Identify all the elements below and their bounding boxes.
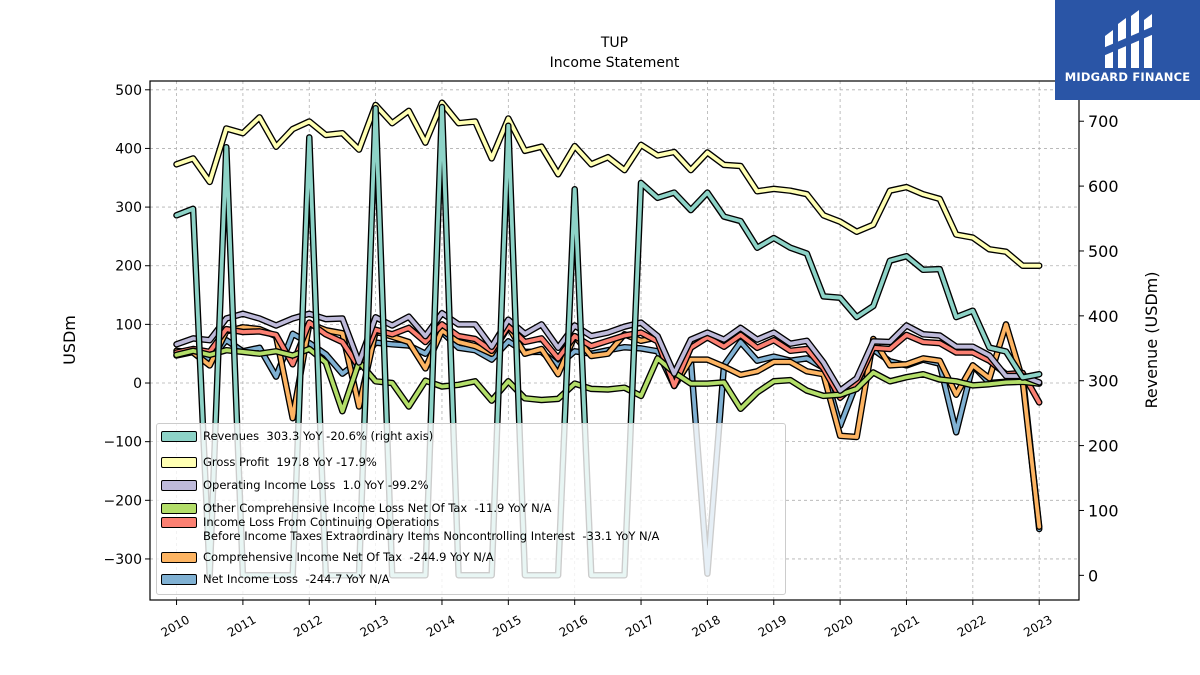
y2-tick-label: 100 xyxy=(1088,501,1119,520)
y2-tick-label: 400 xyxy=(1088,307,1119,326)
legend-label: Operating Income Loss 1.0 YoY -99.2% xyxy=(203,478,429,492)
y2-tick-label: 700 xyxy=(1088,112,1119,131)
y2-tick-label: 500 xyxy=(1088,242,1119,261)
legend-label: Revenues 303.3 YoY -20.6% (right axis) xyxy=(203,429,434,443)
legend-swatch xyxy=(161,457,197,468)
x-tick-label: 2021 xyxy=(889,612,922,639)
brand-name: MIDGARD FINANCE xyxy=(1064,70,1191,84)
x-tick-label: 2019 xyxy=(756,612,789,639)
x-tick-label: 2016 xyxy=(557,612,590,639)
y2-tick-label: 600 xyxy=(1088,177,1119,196)
legend-item: Operating Income Loss 1.0 YoY -99.2% xyxy=(161,478,429,492)
chart-title: TUP xyxy=(600,35,628,51)
x-tick-label: 2017 xyxy=(623,612,656,639)
brand-logo: MIDGARD FINANCE xyxy=(1055,0,1200,100)
y-axis-label-right: Revenue (USDm) xyxy=(1142,271,1161,408)
y-tick-label: 0 xyxy=(133,376,142,392)
y-axis-label-left: USDm xyxy=(60,315,79,365)
chart-subtitle: Income Statement xyxy=(550,55,680,71)
chart-legend: Revenues 303.3 YoY -20.6% (right axis) Gr… xyxy=(156,423,786,595)
legend-item: Net Income Loss -244.7 YoY N/A xyxy=(161,572,390,586)
legend-swatch xyxy=(161,574,197,585)
series-lines xyxy=(173,99,1043,579)
legend-label: Comprehensive Income Net Of Tax -244.9 Y… xyxy=(203,550,494,564)
legend-item: Comprehensive Income Net Of Tax -244.9 Y… xyxy=(161,550,494,564)
brand-mark-icon xyxy=(1103,10,1154,68)
y-tick-label: 100 xyxy=(115,317,142,333)
y-tick-label: 300 xyxy=(115,200,142,216)
legend-swatch xyxy=(161,431,197,442)
y-tick-label: −200 xyxy=(104,493,142,509)
y-tick-label: 500 xyxy=(115,83,142,99)
y-tick-label: −100 xyxy=(104,435,142,451)
y-tick-label: −300 xyxy=(104,552,142,568)
legend-item: Revenues 303.3 YoY -20.6% (right axis) xyxy=(161,429,433,443)
x-tick-label: 2022 xyxy=(955,612,988,639)
x-tick-label: 2015 xyxy=(490,612,523,639)
legend-swatch xyxy=(161,517,197,528)
x-tick-label: 2012 xyxy=(291,612,324,639)
legend-label: Net Income Loss -244.7 YoY N/A xyxy=(203,572,390,586)
x-tick-label: 2013 xyxy=(358,612,391,639)
legend-swatch xyxy=(161,480,197,491)
x-tick-label: 2014 xyxy=(424,612,457,639)
series-1-line xyxy=(174,100,1042,268)
legend-item: Income Loss From Continuing Operations B… xyxy=(161,515,659,543)
y2-tick-label: 300 xyxy=(1088,372,1119,391)
legend-swatch xyxy=(161,552,197,563)
legend-swatch xyxy=(161,503,197,514)
y-tick-label: 200 xyxy=(115,259,142,275)
legend-label: Income Loss From Continuing Operations B… xyxy=(203,515,660,543)
x-tick-label: 2010 xyxy=(159,612,192,639)
legend-item: Gross Profit 197.8 YoY -17.9% xyxy=(161,455,377,469)
x-tick-label: 2018 xyxy=(689,612,722,639)
legend-item: Other Comprehensive Income Loss Net Of T… xyxy=(161,501,552,515)
y-tick-label: 400 xyxy=(115,141,142,157)
plot-area-frame xyxy=(149,80,1080,601)
series-4-line xyxy=(174,320,1042,405)
x-tick-label: 2023 xyxy=(1021,612,1054,639)
x-tick-label: 2011 xyxy=(225,612,258,639)
y2-tick-label: 200 xyxy=(1088,437,1119,456)
legend-label: Gross Profit 197.8 YoY -17.9% xyxy=(203,455,377,469)
series-2-line xyxy=(174,311,1042,393)
y2-tick-label: 0 xyxy=(1088,566,1098,585)
legend-label: Other Comprehensive Income Loss Net Of T… xyxy=(203,501,552,515)
x-tick-label: 2020 xyxy=(822,612,855,639)
